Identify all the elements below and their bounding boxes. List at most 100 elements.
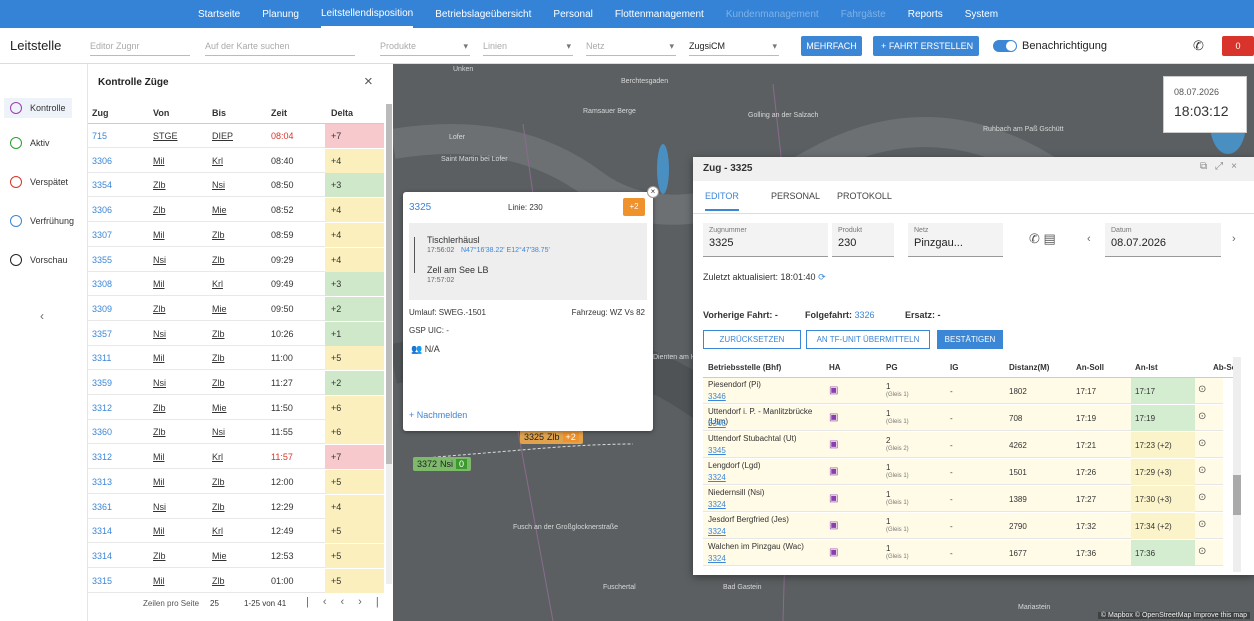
nav-item[interactable]: Kundenmanagement xyxy=(725,8,819,20)
nav-item[interactable]: Betriebslageübersicht xyxy=(435,8,532,20)
train-search[interactable]: Editor Zugnr xyxy=(90,38,190,56)
table-row[interactable]: +3 3308 Mil Krl 09:49 xyxy=(88,272,384,297)
table-row[interactable]: +7 3312 Mil Krl 11:57 xyxy=(88,445,384,470)
table-row[interactable]: +2 3309 Zlb Mie 09:50 xyxy=(88,296,384,321)
stop-row[interactable]: Piesendorf (Pi) 3346 ▣ 1 (Gleis 1) - 1802 17:17… xyxy=(703,378,1223,404)
train-marker[interactable]: 3325 Zlb +2 xyxy=(520,430,583,444)
table-row[interactable]: +4 3307 Mil Zlb 08:59 xyxy=(88,222,384,247)
stop-row[interactable]: Niedernsill (Nsi) 3324 ▣ 1 (Gleis 1) - 1389 17:… xyxy=(703,486,1223,512)
multi-button[interactable]: MEHRFACH xyxy=(801,36,862,56)
report-link[interactable]: + Nachmelden xyxy=(409,410,468,420)
stop-train[interactable]: 3324 xyxy=(708,500,726,509)
nav-item[interactable]: Personal xyxy=(553,8,593,20)
cell-zug[interactable]: 3360 xyxy=(92,427,113,438)
cell-zug[interactable]: 3306 xyxy=(92,155,113,166)
cell-zug[interactable]: 3314 xyxy=(92,550,113,561)
nav-item[interactable]: Startseite xyxy=(198,8,241,20)
stop-train[interactable]: 3345 xyxy=(708,446,726,455)
stop-train[interactable]: 3346 xyxy=(708,419,726,428)
cell-zug[interactable]: 3311 xyxy=(92,353,112,364)
nav-item[interactable]: Fahrgäste xyxy=(840,8,886,20)
table-row[interactable]: +5 3311 Mil Zlb 11:00 xyxy=(88,346,384,371)
sidebar-item[interactable]: Kontrolle xyxy=(4,98,72,118)
contact-icons[interactable]: ✆ ▤ xyxy=(1029,231,1056,246)
tab[interactable]: PERSONAL xyxy=(771,191,821,201)
table-row[interactable]: +6 3312 Zlb Mie 11:50 xyxy=(88,395,384,420)
cell-zug[interactable]: 715 xyxy=(92,131,108,141)
stop-train[interactable]: 3346 xyxy=(708,392,726,401)
dialog-button[interactable]: ZURÜCKSETZEN xyxy=(703,330,801,349)
stop-row[interactable]: Lengdorf (Lgd) 3324 ▣ 1 (Gleis 1) - 1501 17:26 1… xyxy=(703,459,1223,485)
cell-zug[interactable]: 3355 xyxy=(92,254,113,265)
stop-train[interactable]: 3324 xyxy=(708,473,726,482)
table-row[interactable]: +5 3315 Mil Zlb 01:00 xyxy=(88,568,384,593)
nav-item[interactable]: Leitstellendisposition xyxy=(320,1,414,28)
collapse[interactable]: ‹ xyxy=(40,309,44,323)
cell-zug[interactable]: 3313 xyxy=(92,476,113,487)
table-row[interactable]: +7 715 STGE DIEP 08:04 xyxy=(88,124,384,148)
filter-select[interactable]: ZugsiCM ▾ xyxy=(689,38,779,56)
table-row[interactable]: +5 3314 Mil Krl 12:49 xyxy=(88,519,384,544)
cell-zug[interactable]: 3308 xyxy=(92,279,113,290)
cell-zug[interactable]: 3315 xyxy=(92,575,113,586)
form-field[interactable]: Datum 08.07.2026 xyxy=(1105,223,1221,257)
stop-train[interactable]: 3324 xyxy=(708,527,726,536)
table-row[interactable]: +5 3314 Zlb Mie 12:53 xyxy=(88,543,384,568)
table-row[interactable]: +1 3357 Nsi Zlb 10:26 xyxy=(88,321,384,346)
pager[interactable]: |‹‹›| xyxy=(306,596,393,608)
next-date[interactable]: › xyxy=(1232,233,1236,245)
table-row[interactable]: +6 3360 Zlb Nsi 11:55 xyxy=(88,420,384,445)
form-field[interactable]: Produkt 230 xyxy=(832,223,894,257)
rows-per-page[interactable]: 25 xyxy=(210,599,219,608)
popup-close[interactable]: × xyxy=(647,186,659,198)
alert-badge[interactable]: 0 xyxy=(1222,36,1254,56)
table-row[interactable]: +4 3361 Nsi Zlb 12:29 xyxy=(88,494,384,519)
create-button[interactable]: + FAHRT ERSTELLEN xyxy=(873,36,979,56)
stop-train[interactable]: 3324 xyxy=(708,554,726,563)
cell-zug[interactable]: 3312 xyxy=(92,402,113,413)
popup-train[interactable]: 3325 xyxy=(409,202,432,213)
close-button[interactable]: × xyxy=(364,73,373,90)
table-row[interactable]: +3 3354 Zlb Nsi 08:50 xyxy=(88,173,384,198)
cell-zug[interactable]: 3314 xyxy=(92,526,113,537)
next-link[interactable]: 3326 xyxy=(854,310,875,320)
table-row[interactable]: +4 3306 Mil Krl 08:40 xyxy=(88,148,384,173)
sidebar-item[interactable]: Verspätet xyxy=(10,176,68,188)
prev-date[interactable]: ‹ xyxy=(1087,233,1091,245)
cell-zug[interactable]: 3354 xyxy=(92,180,113,191)
sidebar-item[interactable]: Verfrühung xyxy=(10,215,74,227)
nav-item[interactable]: System xyxy=(964,8,999,20)
sidebar-item[interactable]: Aktiv xyxy=(10,137,50,149)
nav-item[interactable]: Flottenmanagement xyxy=(614,8,704,20)
toggle[interactable] xyxy=(993,40,1017,52)
table-row[interactable]: +4 3306 Zlb Mie 08:52 xyxy=(88,198,384,223)
table-row[interactable]: +4 3355 Nsi Zlb 09:29 xyxy=(88,247,384,272)
stop-row[interactable]: Jesdorf Bergfried (Jes) 3324 ▣ 1 (Gleis 1) - 2… xyxy=(703,513,1223,539)
map-search[interactable]: Auf der Karte suchen xyxy=(205,38,355,56)
cell-zug[interactable]: 3361 xyxy=(92,501,113,512)
form-field[interactable]: Zugnummer 3325 xyxy=(703,223,828,257)
filter-select[interactable]: Linien ▾ xyxy=(483,38,573,56)
phone-icon[interactable]: ✆ xyxy=(1193,38,1204,53)
table-row[interactable]: +5 3313 Mil Zlb 12:00 xyxy=(88,469,384,494)
train-marker[interactable]: 3372 Nsi 0 xyxy=(413,457,472,471)
cell-zug[interactable]: 3312 xyxy=(92,452,113,463)
tab[interactable]: PROTOKOLL xyxy=(837,191,892,201)
stop-row[interactable]: Uttendorf Stubachtal (Ut) 3345 ▣ 2 (Gleis 2)… xyxy=(703,432,1223,458)
stop-row[interactable]: Walchen im Pinzgau (Wac) 3324 ▣ 1 (Gleis 1) -… xyxy=(703,540,1223,566)
dialog-button[interactable]: BESTÄTIGEN xyxy=(937,330,1003,349)
tab[interactable]: EDITOR xyxy=(705,191,739,211)
sidebar-item[interactable]: Vorschau xyxy=(10,254,68,266)
dialog-button[interactable]: AN TF-UNIT ÜBERMITTELN xyxy=(806,330,930,349)
table-row[interactable]: +2 3359 Nsi Zlb 11:27 xyxy=(88,371,384,395)
filter-select[interactable]: Produkte ▾ xyxy=(380,38,470,56)
nav-item[interactable]: Reports xyxy=(907,8,943,20)
cell-zug[interactable]: 3309 xyxy=(92,303,113,314)
cell-zug[interactable]: 3359 xyxy=(92,378,113,388)
cell-zug[interactable]: 3357 xyxy=(92,328,113,339)
cell-zug[interactable]: 3307 xyxy=(92,229,113,240)
nav-item[interactable]: Planung xyxy=(262,8,299,20)
filter-select[interactable]: Netz ▾ xyxy=(586,38,676,56)
stop-row[interactable]: Uttendorf i. P. - Manlitzbrücke (Utm) 334… xyxy=(703,405,1223,431)
window-controls[interactable]: ⧉⤢× xyxy=(1200,161,1245,172)
